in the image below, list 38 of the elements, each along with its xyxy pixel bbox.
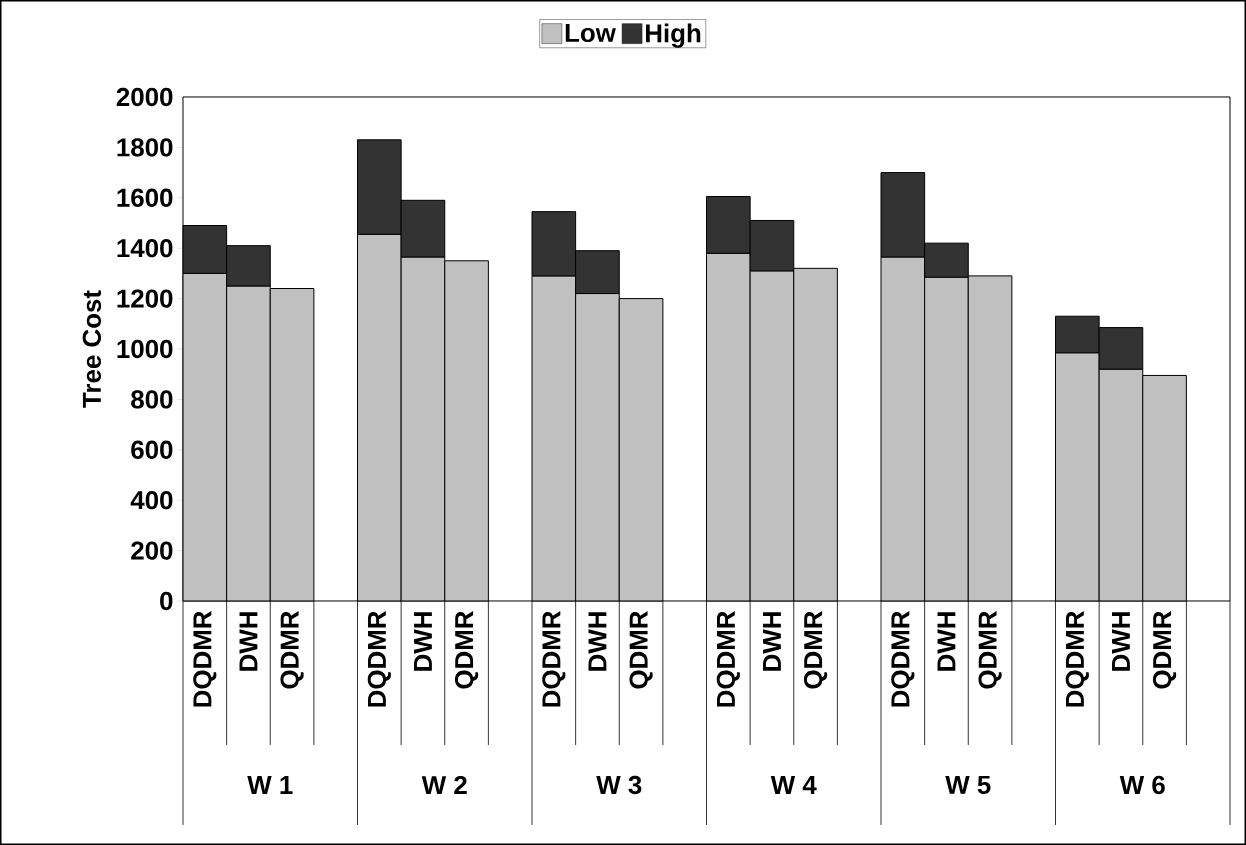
y-axis-title: Tree Cost <box>82 290 102 408</box>
x-tick-label: DQDMR <box>891 611 915 707</box>
text: W 5 <box>945 775 991 795</box>
text: W 2 <box>421 775 467 795</box>
x-tick-label: QDMR <box>629 611 653 689</box>
y-tick-label: 600 <box>131 440 173 459</box>
y-tick-label: 1400 <box>117 239 173 258</box>
text: W 3 <box>596 775 642 795</box>
x-tick-label: DQDMR <box>367 611 391 707</box>
x-tick-label: QDMR <box>454 611 479 689</box>
x-tick-label: QDMR <box>280 611 304 689</box>
x-tick-label: DQDMR <box>542 611 566 707</box>
x-tick-label: DWH <box>414 612 432 671</box>
legend-label: Low <box>565 23 616 43</box>
y-tick-label: 1800 <box>117 138 173 157</box>
x-tick-label: DQDMR <box>193 611 217 707</box>
x-tick-label: DWH <box>588 612 607 671</box>
y-tick-label: 1600 <box>117 188 173 207</box>
y-tick-label: 800 <box>131 390 173 409</box>
text: W 1 <box>247 776 293 794</box>
legend-label: High <box>645 23 701 48</box>
x-tick-label: DWH <box>1112 612 1130 671</box>
x-tick-label: DWH <box>239 612 258 671</box>
x-tick-label: DQDMR <box>716 611 740 707</box>
y-tick-label: 1000 <box>117 339 173 359</box>
x-tick-label: DWH <box>937 612 956 671</box>
x-tick-label: QDMR <box>978 611 1002 689</box>
y-tick-label: 1200 <box>117 289 173 308</box>
y-tick-label: 2000 <box>116 87 173 107</box>
x-tick-label: DQDMR <box>1065 611 1089 707</box>
y-tick-label: 400 <box>130 491 173 510</box>
text: W 4 <box>770 776 817 794</box>
y-tick-label: 0 <box>160 591 173 611</box>
x-tick-label: DWH <box>763 612 781 671</box>
y-tick-label: 200 <box>131 541 173 560</box>
text: W 6 <box>1119 775 1165 795</box>
x-tick-label: QDMR <box>1152 611 1177 689</box>
x-tick-label: QDMR <box>803 611 828 689</box>
